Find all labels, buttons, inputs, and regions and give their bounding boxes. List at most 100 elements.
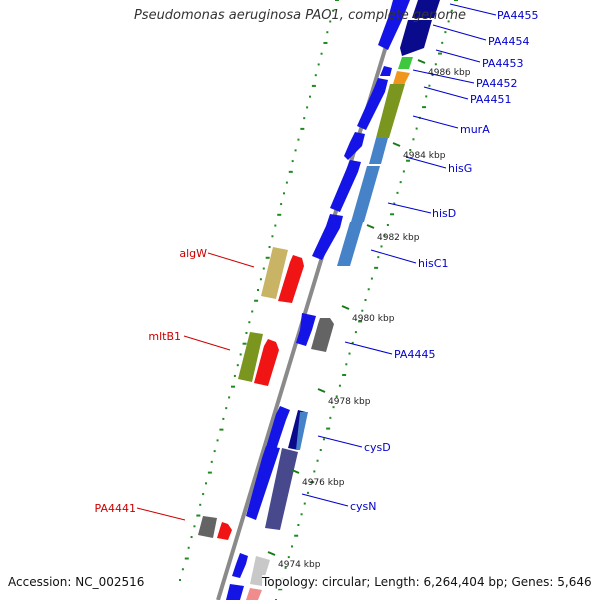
gene-feature[interactable]	[344, 132, 365, 160]
guide-dot	[297, 138, 300, 141]
guide-dot	[233, 374, 236, 377]
ruler-tick-label: 4978 kbp	[328, 397, 371, 407]
guide-dot	[300, 127, 305, 130]
gene-label[interactable]: mltB1	[148, 330, 181, 343]
guide-dot	[323, 41, 328, 44]
guide-dot	[399, 181, 402, 184]
ruler-tick-label: 4982 kbp	[377, 233, 420, 243]
guide-dot	[314, 74, 317, 77]
gene-label[interactable]: cysD	[364, 441, 391, 454]
gene-feature[interactable]	[226, 584, 244, 600]
gene-feature[interactable]	[198, 516, 217, 538]
gene-feature[interactable]	[264, 406, 290, 456]
guide-dot	[245, 331, 248, 334]
gene-feature[interactable]	[217, 522, 232, 540]
gene-feature[interactable]	[376, 84, 405, 138]
guide-dot	[303, 117, 306, 120]
guide-dot	[231, 385, 235, 388]
ruler-tick	[341, 305, 350, 310]
gene-label[interactable]: PA4445	[394, 348, 435, 361]
guide-dot	[278, 588, 283, 591]
ruler-tick	[366, 224, 375, 229]
guide-dot	[288, 170, 293, 173]
guide-dot	[210, 460, 213, 463]
gene-feature[interactable]	[232, 553, 248, 578]
gene-label[interactable]: PA4452	[476, 77, 517, 90]
guide-dot	[248, 321, 251, 324]
ruler-tick	[317, 388, 326, 393]
guide-dot	[262, 267, 265, 270]
gene-label[interactable]: algW	[179, 247, 207, 260]
guide-dot	[181, 568, 184, 571]
guide-dot	[425, 95, 428, 98]
guide-dot	[294, 534, 299, 537]
gene-feature[interactable]	[261, 247, 288, 299]
gene-label[interactable]: PA4441	[95, 502, 136, 515]
gene-label[interactable]: cysN	[350, 500, 377, 513]
gene-feature[interactable]	[246, 588, 262, 600]
gene-label[interactable]: PA4453	[482, 57, 523, 70]
gene-feature[interactable]	[296, 412, 308, 450]
guide-dot	[322, 438, 325, 441]
gene-feature[interactable]	[378, 0, 410, 50]
guide-dot	[290, 545, 293, 548]
guide-dot	[409, 149, 412, 151]
guide-dot	[380, 245, 383, 248]
gene-feature[interactable]	[393, 71, 410, 85]
guide-dot	[294, 149, 297, 152]
guide-dot	[242, 342, 247, 345]
gene-feature[interactable]	[412, 0, 440, 18]
gene-feature[interactable]	[278, 255, 304, 303]
gene-feature[interactable]	[357, 78, 388, 130]
guide-dot	[361, 309, 364, 312]
guide-dot	[222, 417, 225, 420]
gene-feature[interactable]	[312, 214, 343, 260]
guide-dot	[326, 427, 331, 430]
gene-label[interactable]: PA4451	[470, 93, 511, 106]
gene-feature[interactable]	[296, 313, 316, 346]
guide-dot	[335, 0, 339, 1]
gene-feature[interactable]	[400, 20, 432, 56]
gene-feature[interactable]	[351, 166, 380, 222]
label-leaders	[301, 3, 497, 507]
gene-label[interactable]: hisG	[448, 162, 472, 175]
guide-dot	[428, 84, 431, 87]
gene-feature[interactable]	[311, 318, 334, 352]
gene-feature[interactable]	[369, 138, 388, 164]
ruler-tick-label: 4976 kbp	[302, 478, 345, 488]
guide-dot	[345, 363, 348, 366]
guide-dot	[284, 566, 287, 569]
guide-dot	[259, 278, 262, 281]
guide-dot	[274, 224, 277, 227]
gene-feature[interactable]	[337, 222, 363, 266]
gene-feature[interactable]	[238, 332, 263, 382]
guide-dot	[184, 557, 189, 560]
guide-dot	[316, 459, 319, 462]
gene-feature[interactable]	[250, 556, 270, 586]
ruler-tick	[267, 551, 276, 556]
guide-dot	[326, 31, 329, 34]
gene-label[interactable]: murA	[460, 123, 490, 136]
gene-feature[interactable]	[398, 57, 413, 69]
guide-dot	[300, 513, 303, 516]
guide-dot	[320, 52, 323, 55]
gene-label[interactable]: PA4454	[488, 35, 529, 48]
genome-summary-text: Topology: circular; Length: 6,264,404 bp…	[262, 575, 592, 589]
gene-label[interactable]: PA4455	[497, 9, 538, 22]
gene-feature[interactable]	[265, 448, 298, 530]
gene-feature[interactable]	[254, 339, 279, 386]
guide-dot	[358, 320, 363, 323]
gene-feature[interactable]	[330, 160, 361, 212]
guide-dot	[329, 20, 332, 23]
guide-dot	[285, 181, 288, 184]
gene-label[interactable]: hisD	[432, 207, 456, 220]
gene-feature[interactable]	[246, 446, 280, 520]
guide-dot	[219, 428, 224, 431]
guide-dot	[283, 192, 285, 195]
guide-dot	[351, 341, 354, 344]
gene-feature[interactable]	[380, 66, 392, 76]
guide-dot	[277, 213, 282, 216]
guide-dot	[303, 502, 306, 505]
gene-label[interactable]: hisC1	[418, 257, 448, 270]
